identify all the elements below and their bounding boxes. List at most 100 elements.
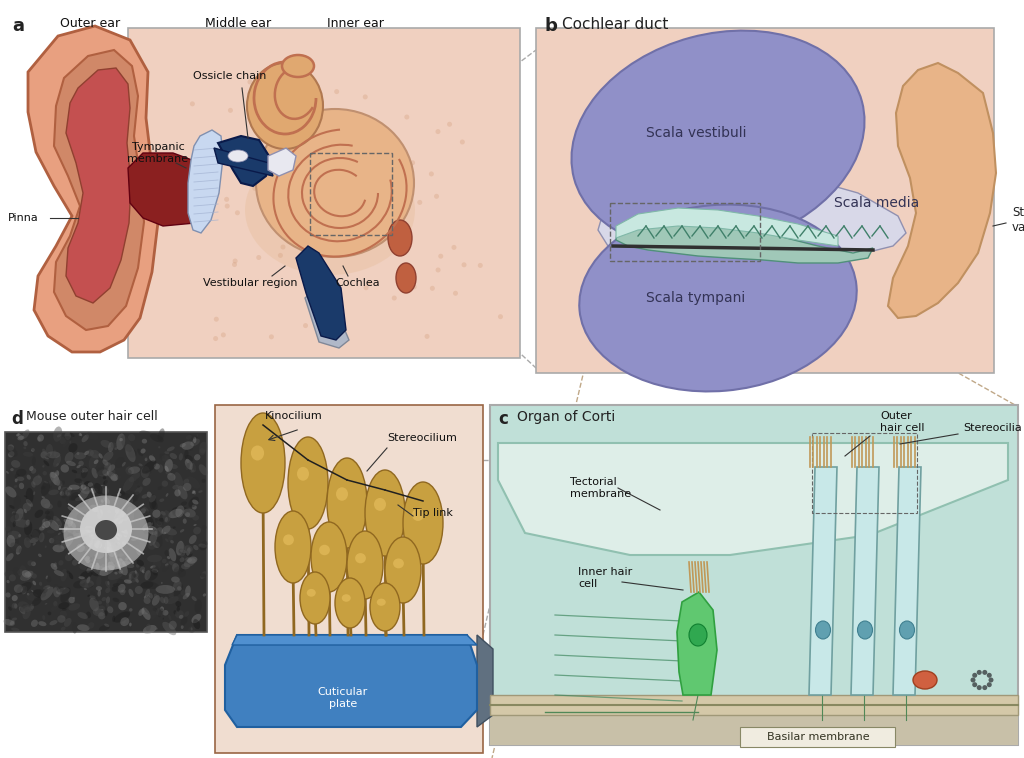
Ellipse shape [46,575,48,579]
Ellipse shape [43,471,47,475]
Ellipse shape [116,532,120,540]
Ellipse shape [987,673,992,678]
Ellipse shape [57,586,63,593]
Ellipse shape [194,524,197,526]
Ellipse shape [913,671,937,689]
Ellipse shape [105,556,108,559]
Ellipse shape [167,473,175,481]
Ellipse shape [115,457,125,468]
Ellipse shape [57,434,61,437]
Ellipse shape [46,515,51,520]
Ellipse shape [128,449,136,458]
Ellipse shape [140,508,146,514]
Ellipse shape [200,442,207,453]
Ellipse shape [22,585,25,590]
Polygon shape [188,130,223,233]
Ellipse shape [93,556,97,560]
Ellipse shape [122,540,126,545]
Ellipse shape [197,434,198,437]
Ellipse shape [135,570,137,574]
Ellipse shape [146,492,152,498]
Ellipse shape [27,535,30,541]
Ellipse shape [129,625,132,630]
Ellipse shape [46,577,51,582]
Ellipse shape [88,543,95,547]
Ellipse shape [116,533,122,540]
Ellipse shape [185,585,190,597]
Ellipse shape [32,590,34,592]
Ellipse shape [58,602,70,609]
Ellipse shape [982,685,987,690]
Ellipse shape [160,499,164,502]
Ellipse shape [13,513,19,520]
Ellipse shape [153,572,158,575]
Ellipse shape [177,543,186,556]
Ellipse shape [118,584,126,593]
Ellipse shape [6,553,13,561]
Polygon shape [218,136,269,186]
Ellipse shape [105,581,111,588]
Ellipse shape [51,535,61,544]
Ellipse shape [166,585,174,598]
Text: Ossicle chain: Ossicle chain [194,71,266,81]
Text: Cochlear duct: Cochlear duct [562,17,669,32]
Ellipse shape [123,497,126,500]
Ellipse shape [297,467,309,481]
Ellipse shape [104,547,112,552]
Ellipse shape [163,510,170,523]
Polygon shape [214,148,273,176]
Ellipse shape [283,534,294,545]
Ellipse shape [72,470,77,473]
Ellipse shape [101,609,103,610]
Ellipse shape [124,469,132,477]
Ellipse shape [83,537,93,552]
Polygon shape [305,288,349,348]
Ellipse shape [162,481,168,487]
Ellipse shape [180,550,186,553]
Ellipse shape [126,506,134,522]
Ellipse shape [165,563,169,565]
FancyBboxPatch shape [740,727,895,747]
Ellipse shape [93,488,98,493]
Text: Inner hair
cell: Inner hair cell [578,567,632,589]
Ellipse shape [93,609,104,616]
Text: Outer ear: Outer ear [60,17,120,30]
Ellipse shape [80,505,132,553]
Ellipse shape [167,597,178,604]
Ellipse shape [47,612,51,615]
Ellipse shape [120,590,125,595]
Ellipse shape [125,557,128,561]
Ellipse shape [51,465,57,472]
Polygon shape [54,50,144,330]
Ellipse shape [14,539,19,543]
Ellipse shape [417,200,422,205]
Ellipse shape [12,469,16,475]
Ellipse shape [66,553,73,561]
Ellipse shape [24,441,28,446]
Ellipse shape [8,451,14,457]
Ellipse shape [185,557,191,562]
Ellipse shape [11,595,17,601]
Ellipse shape [224,204,229,208]
Ellipse shape [97,509,102,519]
Ellipse shape [90,590,98,601]
Ellipse shape [119,558,123,561]
Ellipse shape [45,453,50,458]
Ellipse shape [158,446,161,448]
Ellipse shape [56,463,58,466]
Ellipse shape [89,570,92,573]
Ellipse shape [65,452,74,463]
Ellipse shape [12,547,17,553]
Ellipse shape [88,583,93,587]
Text: Organ of Corti: Organ of Corti [517,410,615,424]
Ellipse shape [53,427,62,442]
Ellipse shape [119,570,123,574]
Ellipse shape [63,628,66,630]
Ellipse shape [165,517,168,522]
Ellipse shape [90,487,95,493]
Ellipse shape [18,601,30,610]
Ellipse shape [70,440,72,443]
Ellipse shape [55,470,59,476]
Ellipse shape [101,564,106,571]
Ellipse shape [202,479,206,483]
